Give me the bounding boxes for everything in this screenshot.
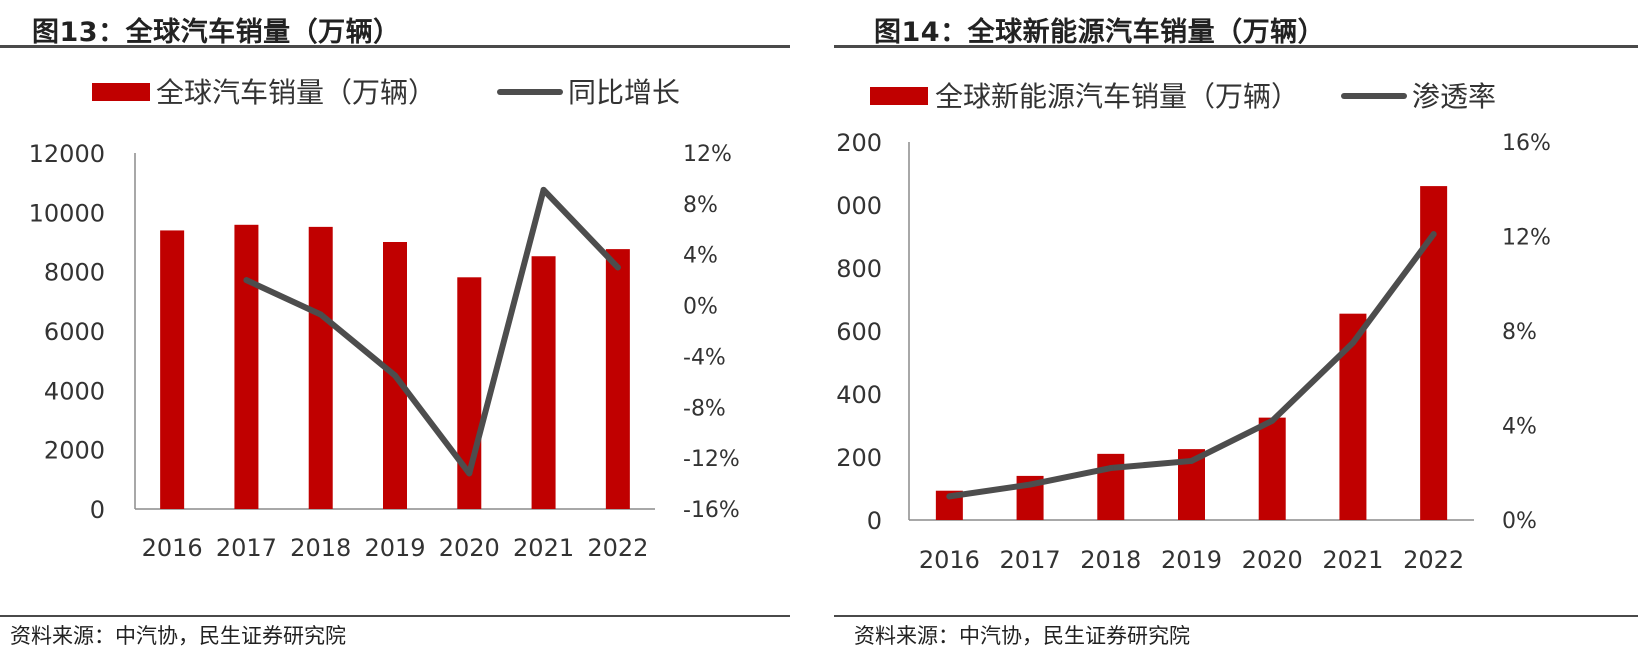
y-left-tick-label: 0 (90, 496, 105, 524)
line-point (317, 311, 324, 318)
line-point (1269, 417, 1276, 424)
title-divider (834, 45, 1638, 48)
y-left-tick-label: 8000 (44, 259, 105, 287)
y-right-tick-label: -16% (683, 498, 740, 523)
title-divider (0, 45, 790, 48)
y-right-tick-label: 0% (683, 295, 718, 320)
line-point (1188, 457, 1195, 464)
legend-bar-swatch (870, 87, 928, 105)
x-tick-label: 2022 (1403, 546, 1464, 574)
legend-bar-label: 全球汽车销量（万辆） (156, 76, 436, 109)
y-right-tick-label: 12% (683, 142, 732, 167)
source-note: 资料来源：中汽协，民生证券研究院 (10, 624, 346, 648)
global-car-sales-chart: 全球汽车销量（万辆） 同比增长 0 2000 4000 6000 8000 10000 1200… (29, 76, 740, 562)
line-point (1430, 231, 1437, 238)
y-left-tick-label: 4000 (44, 377, 105, 405)
y-right-tick-label: -8% (683, 396, 726, 421)
bar (160, 230, 185, 509)
bar (531, 256, 556, 509)
y-left-tick-label: 600 (836, 318, 882, 346)
y-right-tick-label: -12% (683, 447, 740, 472)
legend-bar-swatch (92, 83, 150, 101)
line-point (614, 264, 621, 271)
x-tick-label: 2019 (364, 534, 425, 562)
y-left-tick-label: 1000 (834, 192, 882, 220)
source-note: 资料来源：中汽协，民生证券研究院 (854, 624, 1190, 648)
y-right-tick-label: 0% (1502, 509, 1537, 534)
y-right-tick-label: 4% (1502, 415, 1537, 440)
line-point (392, 372, 398, 379)
legend-line-label: 同比增长 (568, 76, 680, 109)
y-left-tick-label: 800 (836, 255, 882, 283)
line-point (1027, 481, 1034, 488)
x-tick-label: 2019 (1161, 546, 1222, 574)
y-left-tick-label: 200 (836, 444, 882, 472)
y-right-tick-label: 4% (683, 244, 718, 269)
y-right-tick-label: 12% (1502, 226, 1551, 251)
source-divider (0, 615, 790, 617)
bar (1097, 453, 1125, 520)
global-nev-sales-chart: 全球新能源汽车销量（万辆） 渗透率 0 200 400 600 800 1000 1200 0% 4… (834, 80, 1551, 574)
y-left-tick-label: 6000 (44, 318, 105, 346)
line-point (243, 277, 250, 284)
y-left-tick-label: 0 (867, 507, 882, 535)
x-tick-label: 2017 (216, 534, 277, 562)
bar (1258, 417, 1286, 520)
line-point (540, 186, 547, 193)
line-point (466, 470, 473, 477)
source-divider (834, 615, 1638, 617)
figure-14: 图14：全球新能源汽车销量（万辆） 全球新能源汽车销量（万辆） 渗透率 0 200 40… (834, 0, 1638, 654)
y-left-tick-label: 1200 (834, 129, 882, 157)
legend-line-label: 渗透率 (1412, 80, 1496, 113)
figure-title: 图13：全球汽车销量（万辆） (32, 17, 401, 48)
figure-13: 图13：全球汽车销量（万辆） 全球汽车销量（万辆） 同比增长 0 2000 4000 60… (0, 0, 790, 654)
bar (308, 226, 333, 509)
y-left-tick-label: 2000 (44, 437, 105, 465)
x-tick-label: 2018 (290, 534, 351, 562)
legend-bar-label: 全球新能源汽车销量（万辆） (935, 80, 1299, 113)
x-tick-label: 2021 (1322, 546, 1383, 574)
x-tick-label: 2021 (513, 534, 574, 562)
line-series (243, 186, 621, 477)
y-right-tick-label: 8% (1502, 320, 1537, 345)
line-point (946, 493, 953, 500)
y-right-tick-label: -4% (683, 345, 726, 370)
bar (605, 249, 630, 509)
x-tick-label: 2020 (439, 534, 500, 562)
y-left-tick-label: 12000 (29, 140, 105, 168)
x-tick-label: 2017 (1000, 546, 1061, 574)
bar (234, 224, 259, 509)
x-tick-label: 2022 (587, 534, 648, 562)
line-point (1349, 339, 1356, 346)
x-tick-label: 2016 (142, 534, 203, 562)
y-right-tick-label: 8% (683, 193, 718, 218)
x-tick-label: 2016 (919, 546, 980, 574)
x-tick-label: 2018 (1080, 546, 1141, 574)
figure-title: 图14：全球新能源汽车销量（万辆） (874, 17, 1326, 48)
line-point (1107, 465, 1114, 472)
y-right-tick-label: 16% (1502, 131, 1551, 156)
x-tick-label: 2020 (1242, 546, 1303, 574)
y-left-tick-label: 400 (836, 381, 882, 409)
y-left-tick-label: 10000 (29, 199, 105, 227)
